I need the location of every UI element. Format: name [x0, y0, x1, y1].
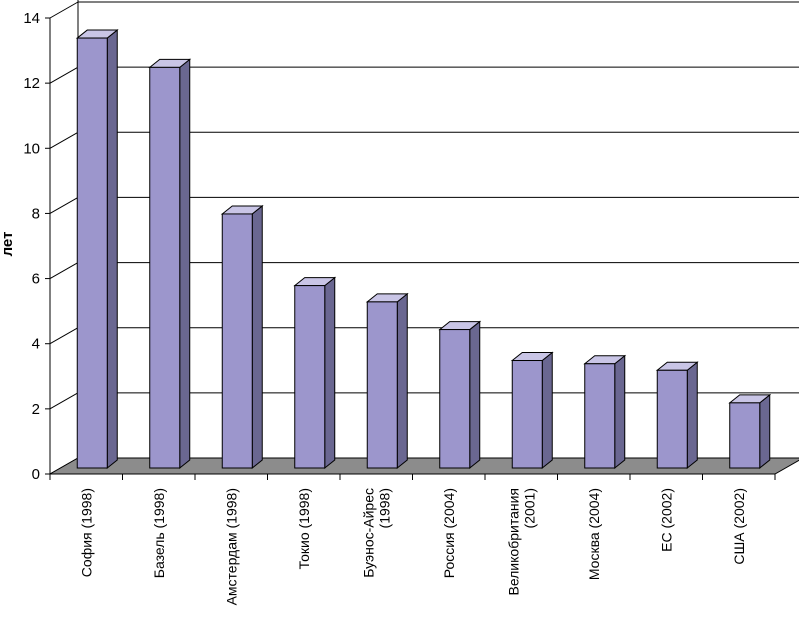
x-category-label-line: Амстердам (1998): [223, 488, 239, 605]
bar-front: [366, 301, 398, 469]
x-category-label: Россия (2004): [441, 488, 457, 578]
gridline-diagonal: [49, 196, 79, 214]
x-category-label: Токио (1998): [296, 488, 312, 569]
bar-side: [396, 292, 408, 470]
bar: [220, 204, 264, 470]
bar: [438, 320, 482, 470]
bar: [655, 361, 699, 470]
bar-side: [106, 29, 118, 470]
bars: [75, 29, 772, 470]
y-tick-label: 8: [32, 205, 40, 222]
y-axis-title: лет: [0, 232, 16, 257]
x-category-label: США (2002): [731, 488, 747, 565]
x-category-label-line: Базель (1998): [151, 488, 167, 578]
x-category-label-line: Токио (1998): [296, 488, 312, 569]
x-category-label: Великобритания(2001): [505, 488, 537, 596]
bar: [510, 351, 554, 470]
x-category-label: Амстердам (1998): [223, 488, 239, 605]
bar: [728, 393, 772, 470]
bar-front: [149, 66, 181, 469]
x-category-label-line: Москва (2004): [586, 488, 602, 580]
x-category-label-line: Россия (2004): [441, 488, 457, 578]
gridline-diagonal: [49, 327, 79, 345]
bar: [365, 292, 409, 470]
y-tick-label: 6: [32, 271, 40, 288]
bar-side: [324, 276, 336, 470]
bar: [75, 29, 119, 470]
x-category-label: София (1998): [78, 488, 94, 577]
bar-front: [439, 329, 471, 469]
y-tick-label: 14: [23, 10, 40, 27]
y-tick-label: 0: [32, 466, 40, 483]
x-category-label-line: США (2002): [731, 488, 747, 565]
bar: [148, 58, 192, 470]
bar-front: [511, 360, 543, 469]
x-category-label-line: София (1998): [78, 488, 94, 577]
bar-front: [221, 213, 253, 469]
bar-side: [541, 351, 553, 470]
x-category-label: Базель (1998): [151, 488, 167, 578]
x-category-label: Москва (2004): [586, 488, 602, 580]
bar-front: [729, 402, 761, 469]
bar-front: [656, 369, 688, 469]
x-category-label-line: (2001): [521, 488, 537, 528]
x-category-label-line: ЕС (2002): [658, 488, 674, 552]
bar-front: [76, 37, 108, 469]
bar-side: [251, 204, 263, 470]
bar: [583, 354, 627, 470]
bar-side: [759, 393, 771, 470]
y-tick-label: 4: [32, 336, 40, 353]
bar-side: [469, 320, 481, 470]
bar-side: [614, 354, 626, 470]
axes: [45, 17, 776, 480]
x-category-label-line: Буэнос-Айрес: [360, 488, 376, 578]
bar-side: [179, 58, 191, 470]
gridline-diagonal: [49, 262, 79, 280]
y-tick-label: 2: [32, 401, 40, 418]
x-category-label: ЕС (2002): [658, 488, 674, 552]
bar-front: [294, 285, 326, 469]
x-category-label-line: (1998): [376, 488, 392, 528]
y-tick-label: 10: [23, 140, 40, 157]
x-category-label-line: Великобритания: [505, 488, 521, 596]
gridline-diagonal: [49, 131, 79, 149]
gridline-diagonal: [49, 1, 79, 19]
bar: [293, 276, 337, 470]
bar-side: [686, 361, 698, 470]
y-tick-labels: 0 2 4 6 8 10 12 14: [23, 10, 40, 483]
gridline-diagonal: [49, 392, 79, 410]
gridline-diagonal: [49, 66, 79, 84]
y-tick-label: 12: [23, 75, 40, 92]
gridlines: [49, 0, 799, 475]
x-category-label: Буэнос-Айрес(1998): [360, 488, 392, 578]
x-category-labels: София (1998) Базель (1998) Амстердам (1998…: [78, 488, 747, 605]
bar-front: [584, 363, 616, 469]
